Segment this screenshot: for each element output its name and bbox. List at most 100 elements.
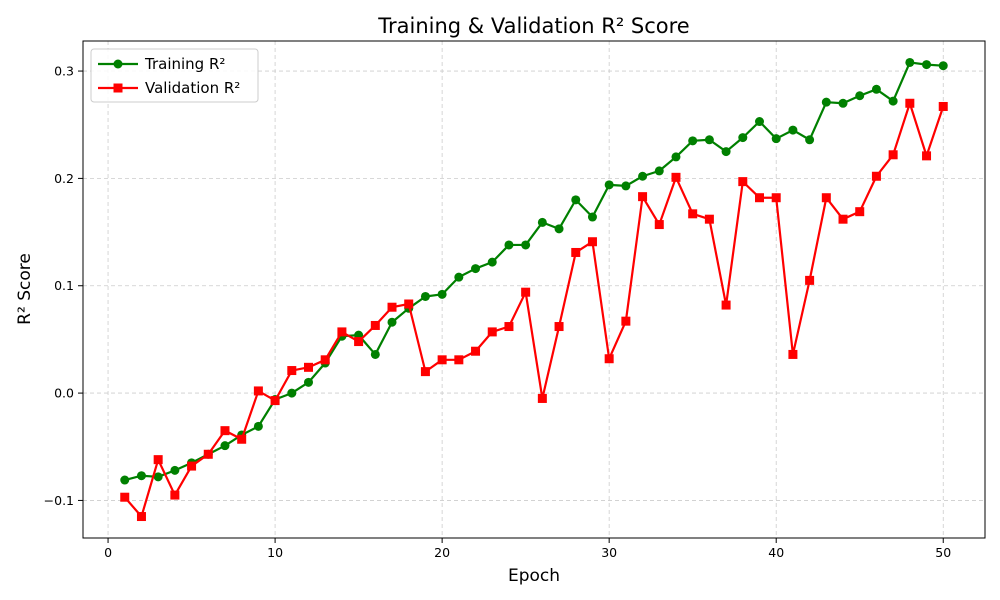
data-point [688,209,698,219]
data-point [504,322,514,332]
data-point [638,171,648,181]
data-point [203,449,213,459]
data-point [871,171,881,181]
data-point [621,316,631,326]
data-point [420,367,430,377]
data-point [537,393,547,403]
data-point [671,152,681,162]
data-point [471,264,481,274]
x-tick-label: 10 [267,545,283,560]
data-point [888,96,898,106]
legend-entry: Training R² [98,55,225,73]
data-point [220,441,230,451]
y-axis-label: R² Score [15,253,35,325]
data-point [771,193,781,203]
data-point [521,287,531,297]
y-tick-label: 0.0 [54,386,74,401]
data-point [905,57,915,67]
data-point [554,224,564,234]
data-point [370,320,380,330]
x-axis-label: Epoch [508,566,560,586]
legend-label: Training R² [144,55,225,73]
data-point [337,327,347,337]
data-point [755,117,764,127]
data-point [420,291,430,301]
legend-entry: Validation R² [98,79,240,97]
legend-marker [113,59,123,69]
data-point [654,220,664,230]
y-tick-label: 0.1 [54,278,74,293]
data-point [888,150,898,160]
series-group [120,57,948,522]
x-tick-label: 50 [935,545,951,560]
data-point [521,240,531,250]
data-point [838,98,848,108]
data-point [571,195,581,205]
data-point [871,84,881,94]
data-point [471,346,481,356]
data-point [755,193,764,203]
legend-label: Validation R² [145,79,240,97]
y-tick-label: −0.1 [44,493,74,508]
data-point [604,180,614,190]
data-point [287,366,297,376]
data-point [120,492,130,502]
data-point [855,91,865,101]
data-point [771,134,781,144]
data-point [454,355,464,365]
data-point [688,136,698,146]
data-point [253,386,263,396]
data-point [922,151,932,161]
data-point [638,192,648,202]
data-point [922,60,932,70]
data-point [621,181,631,191]
x-tick-label: 30 [601,545,617,560]
y-tick-label: 0.3 [54,64,74,79]
series-validation [120,98,948,522]
data-point [153,455,163,465]
data-point [370,349,380,359]
data-point [805,275,815,285]
data-point [821,97,831,107]
data-point [437,355,447,365]
data-point [270,396,280,406]
data-point [220,426,230,436]
data-point [153,472,163,482]
data-point [387,317,397,327]
data-point [387,302,397,312]
data-point [287,388,297,398]
data-point [136,471,146,481]
data-point [704,214,714,224]
data-point [170,465,180,475]
data-point [671,172,681,182]
chart-title: Training & Validation R² Score [377,14,689,38]
data-point [571,247,581,257]
data-point [821,193,831,203]
data-point [237,434,247,444]
data-point [354,337,364,347]
data-point [304,377,313,387]
data-point [587,212,597,222]
data-point [587,237,597,247]
data-point [120,475,130,485]
axis-ticks: 0 10 20 30 40 50 −0.1 0.0 0.1 0.2 0.3 [44,64,952,560]
data-point [170,490,180,500]
data-point [554,322,564,332]
data-point [504,240,514,250]
data-point [187,461,197,471]
x-tick-label: 40 [768,545,784,560]
data-point [938,101,948,111]
data-point [738,133,748,143]
legend-marker [113,83,123,93]
data-point [805,135,815,145]
y-tick-label: 0.2 [54,171,74,186]
data-point [654,166,664,176]
data-point [704,135,714,145]
x-tick-label: 0 [104,545,112,560]
data-point [537,217,547,227]
data-point [721,300,731,310]
data-point [788,125,798,135]
data-point [454,272,464,282]
data-point [738,177,748,187]
